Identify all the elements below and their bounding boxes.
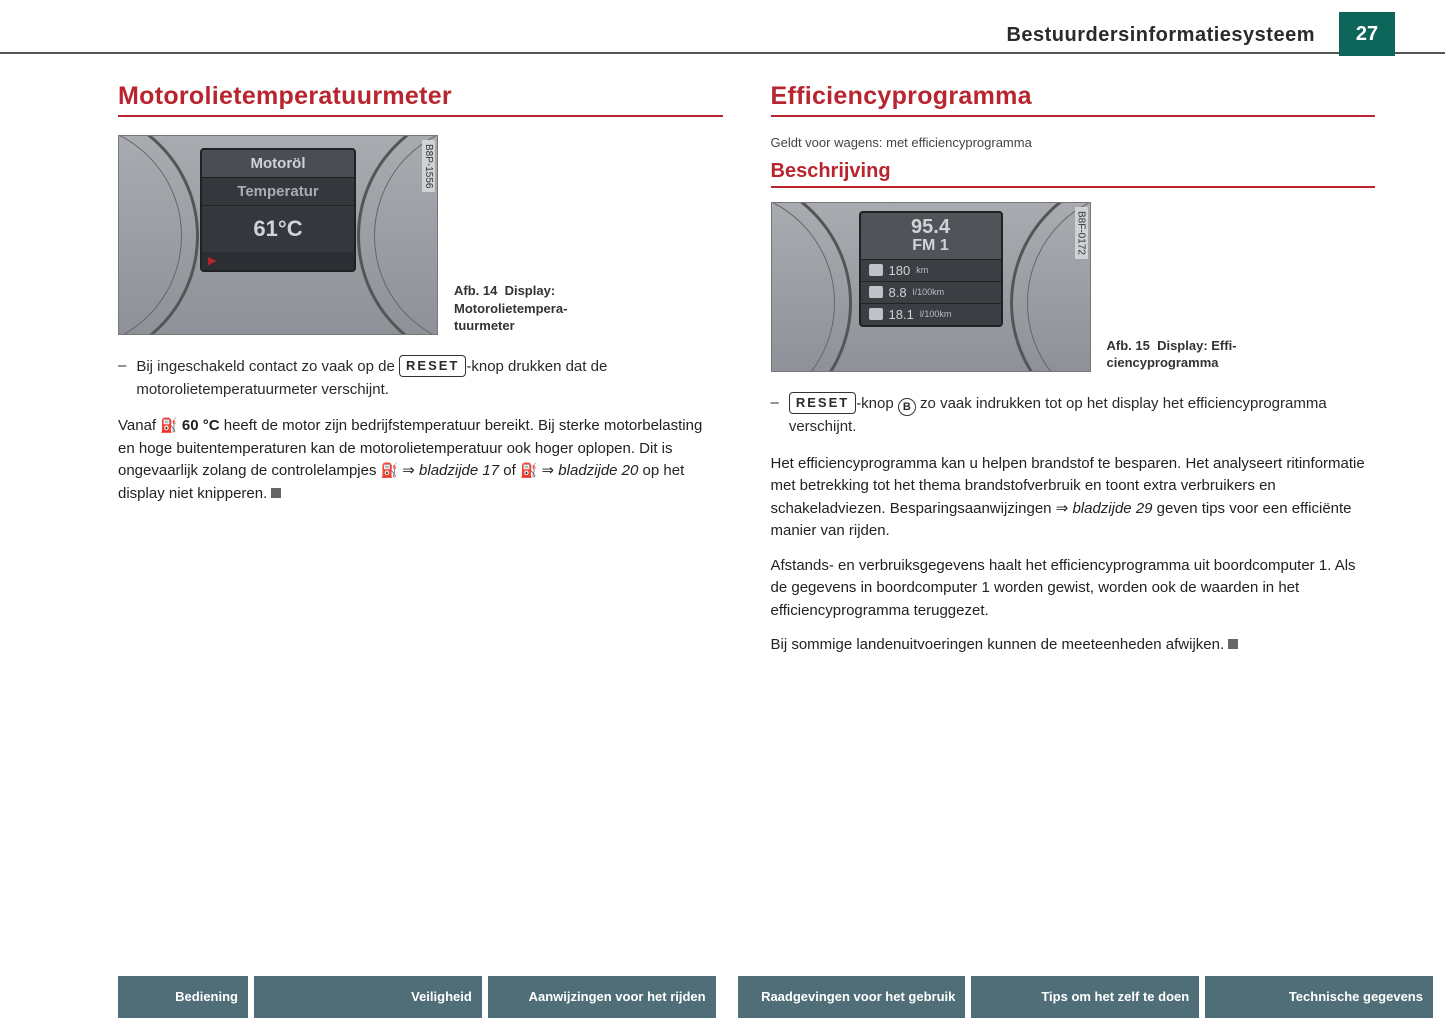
page-content: Motorolietemperatuurmeter Motoröl Temper… <box>118 82 1375 669</box>
lp-between: of <box>499 462 520 479</box>
fig15-avg-unit: l/100km <box>920 309 952 319</box>
footer-tabs: Bediening Veiligheid Aanwijzingen voor h… <box>0 976 1445 1018</box>
fig15-row-range: 180 km <box>861 260 1001 282</box>
fig15-row-avg: 18.1 l/100km <box>861 304 1001 325</box>
footer-tab-technische[interactable]: Technische gegevens <box>1205 976 1433 1018</box>
right-p3: Bij sommige landenuitvoeringen kunnen de… <box>771 634 1376 657</box>
fig14-line-motoroel: Motoröl <box>202 150 354 178</box>
fig15-range-unit: km <box>916 265 928 275</box>
arrow-icon-2: ⇒ <box>542 462 555 479</box>
applies-to-note: Geldt voor wagens: met efficiencyprogram… <box>771 135 1376 150</box>
oil-warning-icon-yellow: ⛽ <box>520 462 537 478</box>
fig14-temperature-value: 61°C <box>202 206 354 252</box>
footer-tab-tips[interactable]: Tips om het zelf te doen <box>971 976 1199 1018</box>
section-heading-efficiency: Efficiencyprogramma <box>771 82 1376 117</box>
fig14-line-temperatur: Temperatur <box>202 178 354 206</box>
left-paragraph: Vanaf ⛽ 60 °C heeft de motor zijn bedrij… <box>118 415 723 505</box>
lp-pre: Vanaf <box>118 417 160 434</box>
subheading-description: Beschrijving <box>771 160 1376 188</box>
fig14-screen: Motoröl Temperatur 61°C ▶ <box>200 148 356 272</box>
rp3-text: Bij sommige landenuitvoeringen kunnen de… <box>771 636 1225 653</box>
fig15-caption-label: Afb. 15 <box>1107 338 1150 353</box>
fig14-footer-indicator: ▶ <box>202 252 354 270</box>
fuel-pump-icon <box>869 264 883 276</box>
left-column: Motorolietemperatuurmeter Motoröl Temper… <box>118 82 723 669</box>
end-of-section-mark <box>271 488 281 498</box>
footer-tab-raadgevingen[interactable]: Raadgevingen voor het gebruik <box>738 976 966 1018</box>
fig15-row-consumption: 8.8 l/100km <box>861 282 1001 304</box>
lp-ref2: bladzijde 20 <box>558 462 638 479</box>
reset-key-left: RESET <box>399 355 466 377</box>
lp-bold: 60 °C <box>182 417 220 434</box>
footer-tab-veiligheid[interactable]: Veiligheid <box>254 976 482 1018</box>
bullet-dash: – <box>118 355 126 401</box>
header-rule <box>0 52 1445 54</box>
figure-15-row: 95.4 FM 1 180 km 8.8 l/100km <box>771 202 1376 372</box>
right-p2: Afstands- en verbruiksgegevens haalt het… <box>771 555 1376 623</box>
figure-15-display: 95.4 FM 1 180 km 8.8 l/100km <box>771 202 1091 372</box>
reset-key-right: RESET <box>789 392 856 414</box>
footer-tab-aanwijzingen[interactable]: Aanwijzingen voor het rijden <box>488 976 716 1018</box>
fig14-code: B8P-1556 <box>422 140 435 192</box>
gauge-arc-left <box>118 135 199 335</box>
fig15-radio-block: 95.4 FM 1 <box>861 213 1001 260</box>
circled-b-marker: B <box>898 398 916 416</box>
figure-14-display: Motoröl Temperatur 61°C ▶ B8P-1556 <box>118 135 438 335</box>
figure-14-caption: Afb. 14 Display: Motorolietempera­tuurme… <box>454 282 604 335</box>
right-step: – RESET-knop B zo vaak indrukken tot op … <box>771 392 1376 439</box>
fig15-band: FM 1 <box>861 238 1001 260</box>
oil-can-icon: ⛽ <box>160 417 177 433</box>
bullet-dash-2: – <box>771 392 779 439</box>
arrow-icon: ⇒ <box>402 462 415 479</box>
fig15-range-value: 180 <box>889 263 911 278</box>
fig15-screen: 95.4 FM 1 180 km 8.8 l/100km <box>859 211 1003 327</box>
fig15-code: B8F-0172 <box>1075 207 1088 259</box>
figure-14-row: Motoröl Temperatur 61°C ▶ B8P-1556 Afb. … <box>118 135 723 335</box>
gauge-icon <box>869 286 883 298</box>
lp-ref1: bladzijde 17 <box>419 462 499 479</box>
section-heading-oil-temp: Motorolietemperatuurmeter <box>118 82 723 117</box>
page-number-badge: 27 <box>1339 12 1395 56</box>
left-step-pre: Bij ingeschakeld contact zo vaak op de <box>136 358 399 375</box>
fig15-avg-value: 18.1 <box>889 307 914 322</box>
end-of-section-mark-2 <box>1228 639 1238 649</box>
header-chapter-title: Bestuurdersinformatiesysteem <box>1006 24 1315 47</box>
right-column: Efficiencyprogramma Geldt voor wagens: m… <box>771 82 1376 669</box>
rp1-ref: bladzijde 29 <box>1072 500 1152 517</box>
oil-warning-icon-red: ⛽ <box>381 462 398 478</box>
fig15-cons-unit: l/100km <box>913 287 945 297</box>
fig15-freq: 95.4 <box>911 216 950 238</box>
right-body: Het efficiencyprogramma kan u helpen bra… <box>771 453 1376 657</box>
left-step-text: Bij ingeschakeld contact zo vaak op de R… <box>136 355 722 401</box>
right-p1: Het efficiencyprogramma kan u helpen bra… <box>771 453 1376 543</box>
left-body: Vanaf ⛽ 60 °C heeft de motor zijn bedrij… <box>118 415 723 505</box>
figure-15-caption: Afb. 15 Display: Effi­ciencyprogramma <box>1107 337 1257 372</box>
fig14-caption-label: Afb. 14 <box>454 283 497 298</box>
left-step: – Bij ingeschakeld contact zo vaak op de… <box>118 355 723 401</box>
footer-gap <box>722 976 732 1018</box>
footer-tab-bediening[interactable]: Bediening <box>118 976 248 1018</box>
avg-icon <box>869 308 883 320</box>
arrow-icon-3: ⇒ <box>1056 500 1069 517</box>
gauge-arc-left-2 <box>771 202 852 372</box>
fig15-cons-value: 8.8 <box>889 285 907 300</box>
rs-knop: -knop <box>856 395 898 412</box>
right-step-text: RESET-knop B zo vaak indrukken tot op he… <box>789 392 1375 439</box>
